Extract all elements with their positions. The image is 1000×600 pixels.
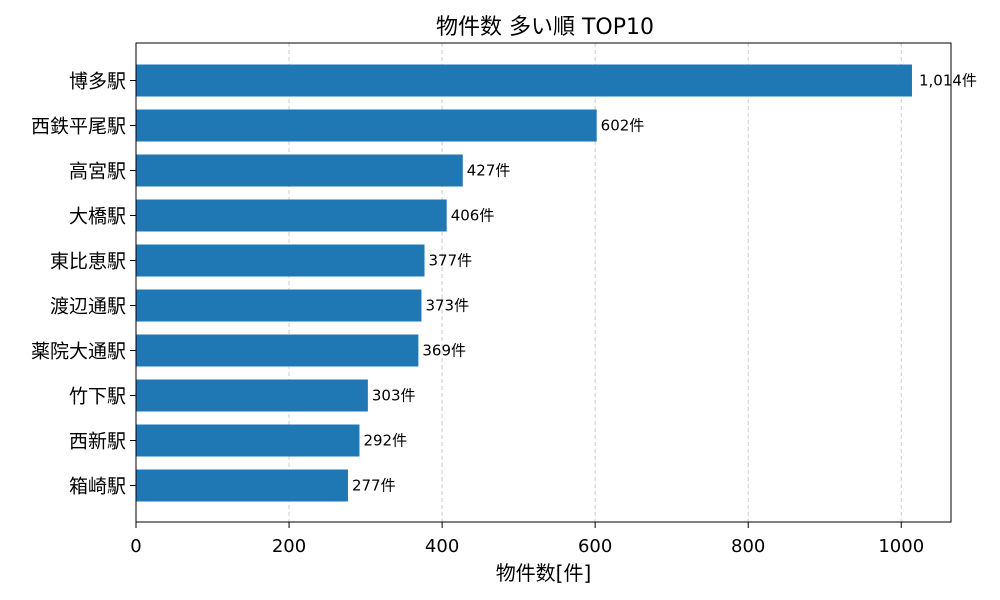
plot-frame [135,42,952,523]
x-tick-label: 600 [578,536,612,557]
bar [136,424,360,457]
y-tick-label: 薬院大通駅 [31,341,126,363]
y-tick-label: 高宮駅 [69,161,126,183]
data-label: 406件 [451,207,495,225]
data-label: 602件 [601,117,645,135]
data-label: 377件 [429,252,473,270]
y-tick-label: 博多駅 [69,71,126,93]
bars [136,64,912,502]
data-label: 1,014件 [919,72,977,90]
data-label: 292件 [363,432,407,450]
bar [136,154,463,187]
bar [136,334,419,367]
bar [136,469,348,502]
bar [136,379,368,412]
data-label: 373件 [425,297,469,315]
y-tick-label: 箱崎駅 [69,476,126,498]
y-tick-label: 東比恵駅 [50,251,126,273]
x-axis-ticks: 0 200 400 600 800 1000 [130,522,924,557]
y-tick-label: 大橋駅 [69,206,126,228]
chart-title: 物件数 多い順 TOP10 [436,15,654,40]
x-tick-label: 800 [731,536,765,557]
data-labels: 1,014件 602件 427件 406件 377件 373件 369件 303件 292件 27… [352,72,977,495]
y-tick-label: 西新駅 [69,431,126,453]
bar [136,64,912,97]
y-tick-label: 竹下駅 [69,386,126,408]
x-tick-label: 200 [272,536,306,557]
data-label: 303件 [372,387,416,405]
bar [136,244,425,277]
x-axis-label: 物件数[件] [496,561,592,585]
bar [136,289,422,322]
bar [136,199,447,232]
data-label: 277件 [352,477,396,495]
y-tick-label: 西鉄平尾駅 [31,116,126,138]
data-label: 369件 [422,342,466,360]
bar [136,109,597,142]
y-tick-label: 渡辺通駅 [50,296,126,318]
data-label: 427件 [467,162,511,180]
x-tick-label: 1000 [878,536,924,557]
x-tick-label: 0 [130,536,141,557]
x-tick-label: 400 [425,536,459,557]
